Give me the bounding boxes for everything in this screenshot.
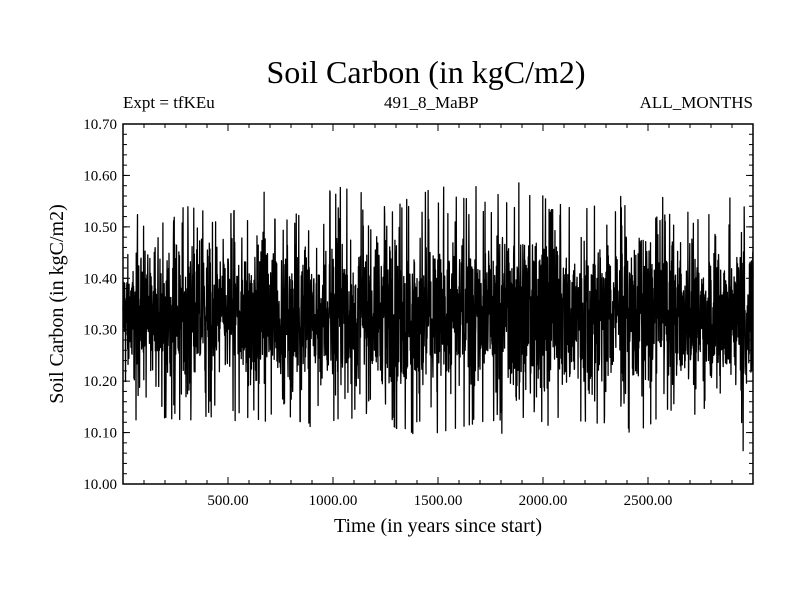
months-label: ALL_MONTHS <box>639 93 753 112</box>
period-label: 491_8_MaBP <box>384 93 479 112</box>
x-tick-label: 1000.00 <box>309 493 358 509</box>
y-tick-label: 10.20 <box>83 374 117 390</box>
y-tick-label: 10.10 <box>83 426 117 442</box>
x-tick-label: 2500.00 <box>624 493 673 509</box>
x-tick-label: 2000.00 <box>519 493 568 509</box>
y-tick-label: 10.40 <box>83 271 117 287</box>
series-line <box>122 182 754 452</box>
y-tick-label: 10.70 <box>83 117 117 133</box>
y-axis-label: Soil Carbon (in kgC/m2) <box>46 204 68 403</box>
x-tick-label: 1500.00 <box>414 493 463 509</box>
experiment-label: Expt = tfKEu <box>123 93 215 112</box>
y-tick-label: 10.60 <box>83 168 117 184</box>
y-tick-label: 10.50 <box>83 220 117 236</box>
x-tick-label: 500.00 <box>207 493 248 509</box>
y-tick-label: 10.30 <box>83 323 117 339</box>
y-tick-label: 10.00 <box>83 477 117 493</box>
x-axis-label: Time (in years since start) <box>334 515 542 537</box>
chart-title: Soil Carbon (in kgC/m2) <box>266 54 586 90</box>
